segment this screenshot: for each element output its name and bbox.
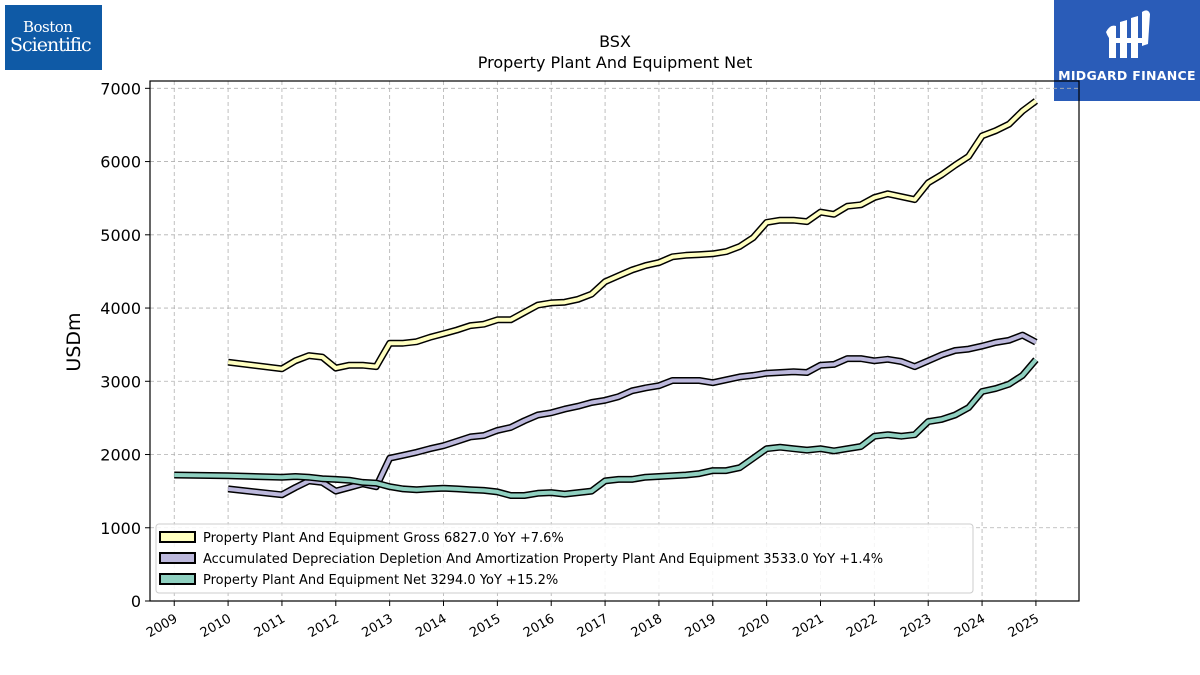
legend-label-1: Accumulated Depreciation Depletion And A… xyxy=(203,552,883,567)
y-tick-label: 5000 xyxy=(100,226,141,245)
logo-left-line1: Boston xyxy=(23,18,73,36)
x-tick-label: 2009 xyxy=(144,611,180,641)
x-tick-label: 2015 xyxy=(467,611,503,641)
grid xyxy=(150,81,1079,602)
legend-swatch-0 xyxy=(159,531,196,543)
x-tick-label: 2012 xyxy=(306,611,342,641)
y-tick-label: 7000 xyxy=(100,79,141,98)
y-axis-label: USDm xyxy=(63,312,85,371)
x-tick-label: 2013 xyxy=(359,611,395,641)
y-tick-label: 3000 xyxy=(100,372,141,391)
chart-title: BSX xyxy=(599,32,631,51)
x-tick-label: 2021 xyxy=(790,611,826,641)
y-tick-label: 1000 xyxy=(100,519,141,538)
logo-left-line2: Scientific xyxy=(10,34,92,56)
legend-box xyxy=(155,523,974,594)
midgard-finance-logo: MIDGARD FINANCE xyxy=(1054,0,1200,101)
x-tick-label: 2020 xyxy=(736,611,772,641)
legend-swatch-1 xyxy=(159,552,196,564)
legend-label-2: Property Plant And Equipment Net 3294.0 … xyxy=(203,573,558,588)
chart-subtitle: Property Plant And Equipment Net xyxy=(478,53,753,72)
y-tick-label: 0 xyxy=(131,592,141,611)
series-line-2 xyxy=(174,358,1038,498)
x-tick-label: 2018 xyxy=(629,611,665,641)
x-tick-label: 2011 xyxy=(252,611,288,641)
x-tick-label: 2024 xyxy=(952,611,988,641)
y-tick-label: 4000 xyxy=(100,299,141,318)
series-outline-1 xyxy=(227,331,1038,499)
y-axis: 0 1000 2000 3000 4000 5000 6000 7000 xyxy=(100,79,150,611)
plot-frame xyxy=(149,80,1080,602)
x-tick-label: 2022 xyxy=(844,611,880,641)
x-axis: 2009 2010 2011 2012 2013 2014 2015 2016 2017 2018… xyxy=(144,601,1042,641)
y-tick-label: 2000 xyxy=(100,446,141,465)
x-tick-label: 2019 xyxy=(683,611,719,641)
legend: Property Plant And Equipment Gross 6827.… xyxy=(155,523,974,594)
x-tick-label: 2025 xyxy=(1006,611,1042,641)
x-tick-label: 2023 xyxy=(898,611,934,641)
x-tick-label: 2010 xyxy=(198,611,234,641)
series-line-0 xyxy=(227,99,1038,371)
midgard-finance-text: MIDGARD FINANCE xyxy=(1058,68,1196,83)
x-tick-label: 2014 xyxy=(413,611,449,641)
legend-swatch-2 xyxy=(159,573,196,585)
x-tick-label: 2016 xyxy=(521,611,557,641)
x-tick-label: 2017 xyxy=(575,611,611,641)
series-lines xyxy=(174,98,1039,499)
boston-scientific-logo: Boston Scientific xyxy=(5,5,102,70)
y-tick-label: 6000 xyxy=(100,153,141,172)
midgard-logo-mark-icon xyxy=(1106,10,1150,59)
series-line-1 xyxy=(227,333,1037,497)
legend-label-0: Property Plant And Equipment Gross 6827.… xyxy=(203,531,564,546)
